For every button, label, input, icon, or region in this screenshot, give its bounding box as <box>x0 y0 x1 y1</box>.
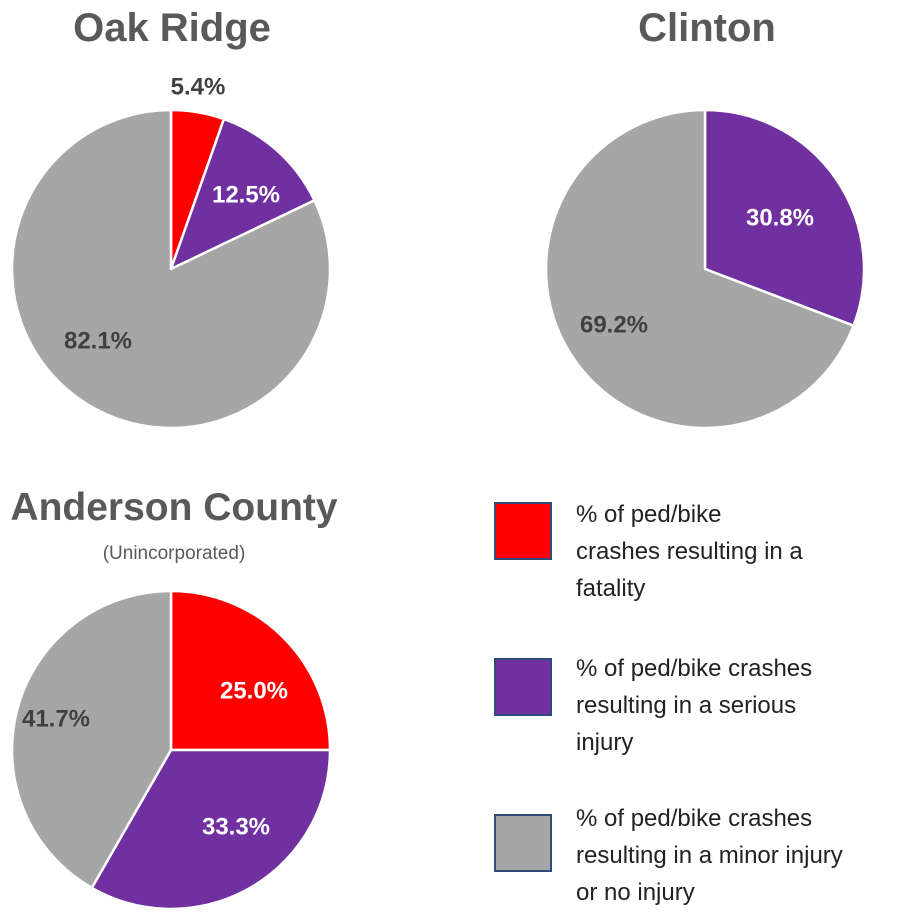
legend-label-line: resulting in a minor injury <box>576 842 843 869</box>
legend-label-line: crashes resulting in a <box>576 538 803 565</box>
slice-data-label-fatality: 5.4% <box>171 73 226 100</box>
legend-label-line: injury <box>576 729 634 756</box>
legend-label-fatality: % of ped/bike crashes resulting in a fat… <box>576 496 912 607</box>
legend-label-line: or no injury <box>576 879 695 906</box>
legend-label-serious-injury: % of ped/bike crashes resulting in a ser… <box>576 650 912 761</box>
legend-label-line: % of ped/bike crashes <box>576 805 813 832</box>
slice-data-label-minor: 69.2% <box>580 311 648 338</box>
pie-slice-minor <box>10 589 173 890</box>
legend-label-line: resulting in a serious <box>576 692 797 719</box>
legend-swatch-minor-injury <box>494 814 552 872</box>
slice-data-label-serious: 30.8% <box>746 204 814 231</box>
legend-swatch-serious-injury <box>494 658 552 716</box>
slice-data-label-fatality: 25.0% <box>220 677 288 704</box>
pie-slice-fatality <box>169 589 332 752</box>
pie-slice-minor <box>544 108 855 430</box>
pie-slice-serious <box>703 108 866 327</box>
slice-data-label-minor: 82.1% <box>64 327 132 354</box>
slice-data-label-serious: 33.3% <box>202 813 270 840</box>
slice-data-label-serious: 12.5% <box>212 181 280 208</box>
legend-label-line: fatality <box>576 575 646 602</box>
chart-title-anderson-county: Anderson County <box>10 486 338 529</box>
pie-slice-serious <box>169 117 316 271</box>
chart-title-oak-ridge: Oak Ridge <box>73 6 271 50</box>
chart-title-clinton: Clinton <box>638 6 776 50</box>
chart-subtitle-anderson-county: (Unincorporated) <box>102 543 246 564</box>
slice-data-label-minor: 41.7% <box>22 705 90 732</box>
legend-label-minor-injury: % of ped/bike crashes resulting in a min… <box>576 800 912 911</box>
legend-label-line: % of ped/bike <box>576 501 722 528</box>
legend-label-line: % of ped/bike crashes <box>576 655 813 682</box>
legend-swatch-fatality <box>494 502 552 560</box>
pie-slice-minor <box>10 108 332 430</box>
pie-slice-serious <box>90 748 332 911</box>
